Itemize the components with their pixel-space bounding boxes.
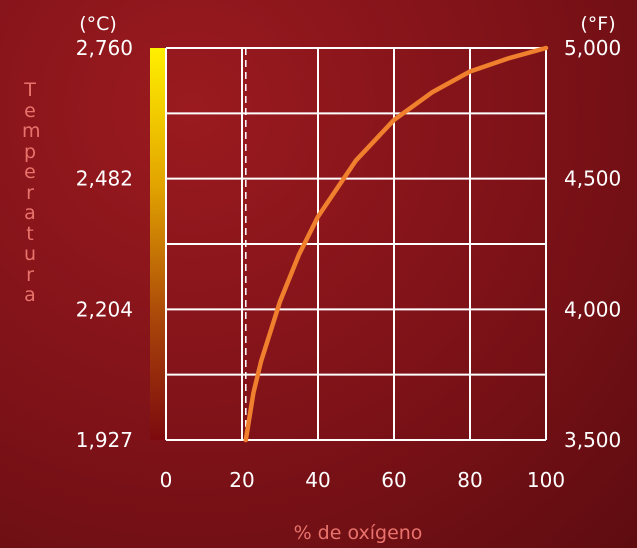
right-tick-label: 4,500 [564,167,621,191]
x-tick-label: 20 [229,468,254,492]
y-axis-title-letter: e [24,99,36,122]
left-tick-label: 2,760 [76,36,133,60]
y-axis-title-letter: a [24,284,36,306]
right-tick-label: 4,000 [564,297,621,321]
x-tick-label: 80 [457,468,482,492]
y-axis-title-letter: m [22,120,41,142]
left-unit-label: (°C) [79,13,117,35]
right-unit-label: (°F) [580,13,615,35]
y-axis-title-letter: t [26,222,34,245]
y-axis-title-letter: r [26,263,34,286]
grid [165,47,547,441]
right-tick-label: 3,500 [564,428,621,452]
x-tick-label: 40 [305,468,330,492]
marks: 0 20 40 60 80 100 2,760 2,482 2,204 1,927 5,000 4,5… [76,36,622,492]
left-tick-label: 2,204 [76,297,133,321]
y-axis-title-letter: e [24,161,36,183]
series-line [243,45,549,443]
y-axis-title-letter: u [23,243,37,265]
x-tick-label: 60 [381,468,406,492]
y-axis-title-letter: T [24,79,36,101]
temperature-colorbar [150,48,166,440]
x-axis-title: % de oxígeno [294,522,423,544]
left-tick-label: 2,482 [76,167,133,191]
right-tick-label: 5,000 [564,36,621,60]
y-axis-title-letter: p [23,140,37,163]
x-tick-label: 100 [527,468,565,492]
left-tick-label: 1,927 [76,428,133,452]
y-axis-title-letter: a [24,202,36,224]
y-axis-title-letter: r [26,181,34,204]
x-tick-label: 0 [160,468,173,492]
